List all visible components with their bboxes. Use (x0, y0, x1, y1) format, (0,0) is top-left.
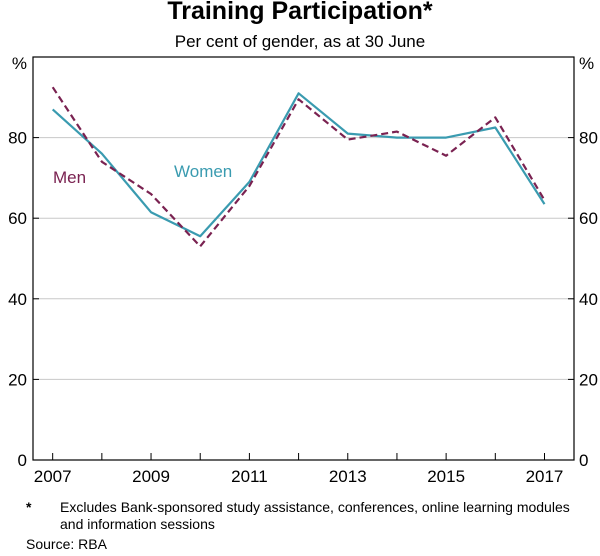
y-tick-label-right-0: 0 (579, 451, 588, 470)
source-note: Source: RBA (26, 536, 107, 552)
chart-subtitle: Per cent of gender, as at 30 June (174, 32, 426, 51)
x-tick-label-2007: 2007 (34, 467, 72, 486)
x-tick-label-2011: 2011 (231, 467, 268, 486)
x-tick-label-2013: 2013 (329, 467, 367, 486)
series-line-men (51, 86, 546, 248)
x-tick-label-2017: 2017 (526, 467, 564, 486)
y-tick-label-left-80: 80 (8, 129, 27, 148)
y-tick-label-left-20: 20 (8, 370, 27, 389)
series-label-women: Women (174, 162, 232, 181)
y-tick-label-right-80: 80 (579, 129, 598, 148)
y-axis-unit-left: % (12, 54, 27, 73)
series-label-men: Men (53, 168, 86, 187)
y-tick-label-left-0: 0 (18, 451, 27, 470)
y-tick-label-right-40: 40 (579, 290, 598, 309)
x-tick-label-2015: 2015 (427, 467, 465, 486)
y-axis-unit-right: % (579, 54, 594, 73)
y-tick-label-left-40: 40 (8, 290, 27, 309)
chart-title: Training Participation* (167, 0, 433, 25)
plot-frame (32, 56, 575, 461)
y-tick-label-left-60: 60 (8, 209, 27, 228)
footnote-marker: * (26, 499, 32, 515)
series-line-women (51, 92, 546, 238)
y-tick-label-right-20: 20 (579, 370, 598, 389)
footnote-text: Excludes Bank-sponsored study assistance… (60, 499, 570, 532)
x-tick-label-2009: 2009 (132, 467, 170, 486)
y-tick-label-right-60: 60 (579, 209, 598, 228)
